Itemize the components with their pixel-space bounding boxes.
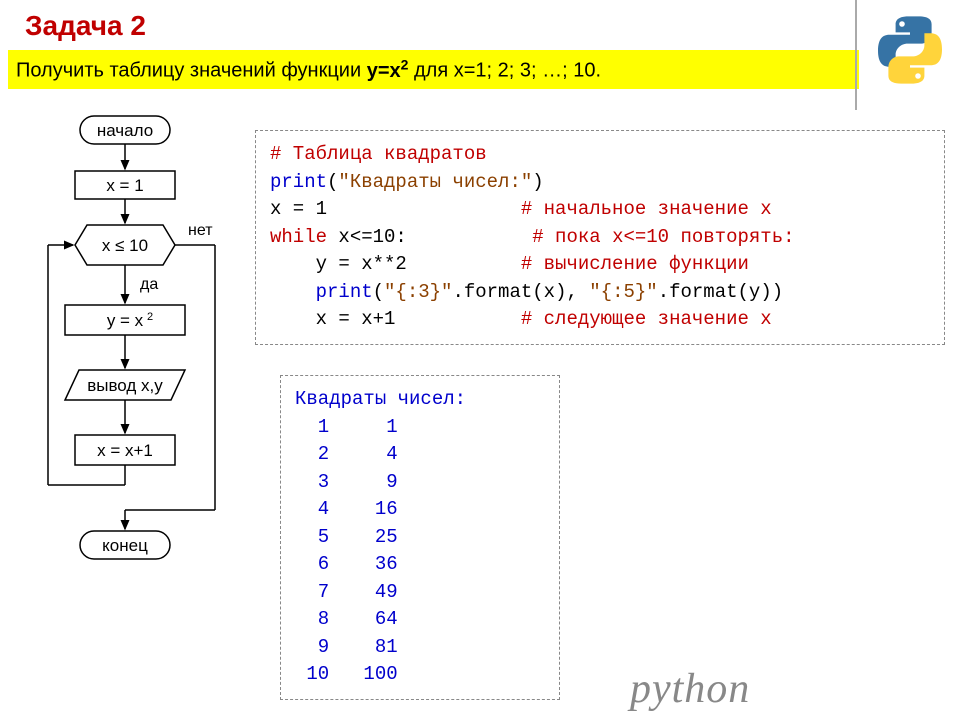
flowchart: начало x = 1 x ≤ 10 y = x2 вывод x,y x = x+1 к… xyxy=(20,105,230,585)
svg-text:нет: нет xyxy=(188,222,213,239)
divider xyxy=(855,0,857,110)
code-block: # Таблица квадратов print("Квадраты чисе… xyxy=(255,130,945,345)
svg-text:x = 1: x = 1 xyxy=(106,176,143,195)
page-title: Задача 2 xyxy=(25,10,146,42)
output-block: Квадраты чисел: 1 1 2 4 3 9 4 16 5 25 6 … xyxy=(280,375,560,700)
task-statement: Получить таблицу значений функции y=x2 д… xyxy=(8,50,859,89)
svg-text:2: 2 xyxy=(147,311,153,323)
subtitle-suffix: для x=1; 2; 3; …; 10. xyxy=(408,60,601,82)
subtitle-prefix: Получить таблицу значений функции xyxy=(16,60,367,82)
svg-text:x = x+1: x = x+1 xyxy=(97,441,153,460)
svg-text:начало: начало xyxy=(97,121,153,140)
svg-text:y = x: y = x xyxy=(107,311,144,330)
python-logo-icon xyxy=(870,10,950,90)
svg-text:да: да xyxy=(140,276,158,293)
svg-text:x ≤ 10: x ≤ 10 xyxy=(102,236,148,255)
subtitle-func: y=x xyxy=(367,60,401,82)
svg-text:вывод x,y: вывод x,y xyxy=(87,376,163,395)
python-watermark: python xyxy=(630,665,750,713)
svg-text:конец: конец xyxy=(102,536,148,555)
